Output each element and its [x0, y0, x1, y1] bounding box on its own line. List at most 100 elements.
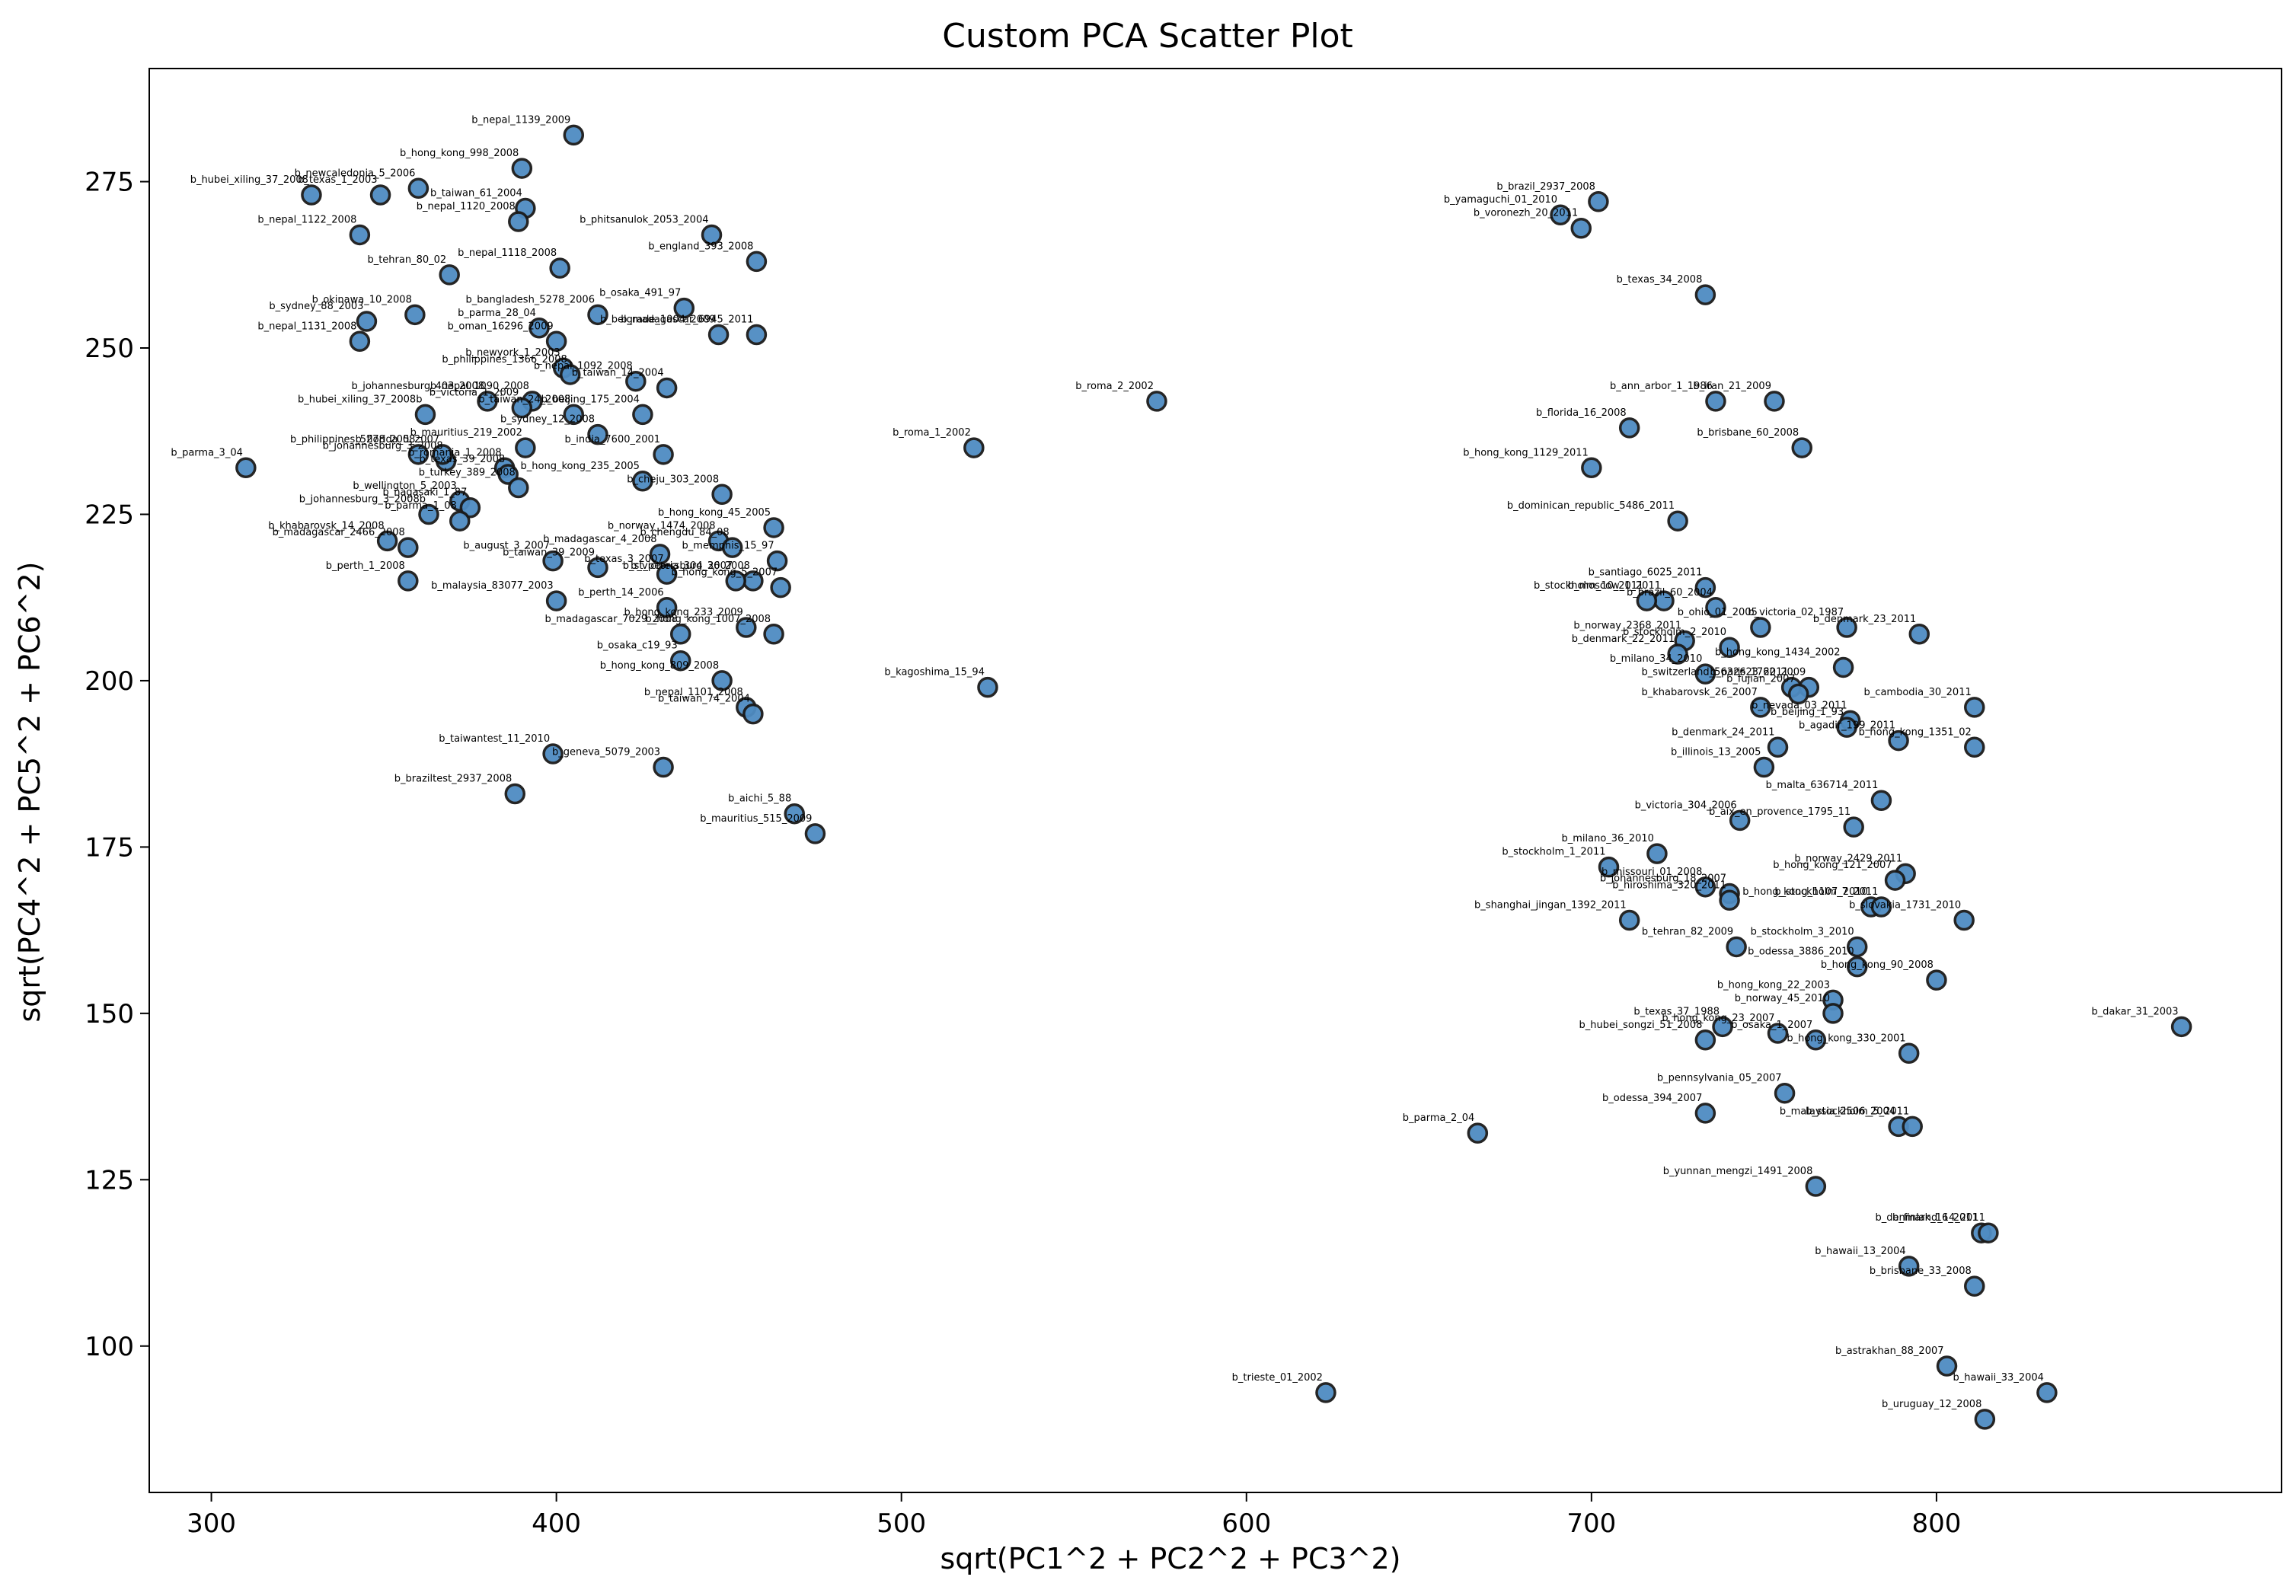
scatter-point: [1719, 889, 1740, 911]
point-label: b_denmark_22_2011: [1572, 634, 1675, 645]
scatter-point: [1750, 697, 1771, 718]
point-label: b_turkey_389_2008: [419, 468, 516, 479]
point-label: b_ann_arbor_1_1986: [1610, 381, 1713, 392]
scatter-point: [1767, 736, 1789, 758]
point-label: b_tehran_82_2009: [1642, 926, 1733, 937]
scatter-point: [563, 404, 585, 426]
scatter-point: [1618, 909, 1640, 931]
scatter-point: [1570, 217, 1592, 239]
point-label: b_taiwan_61_2004: [430, 188, 522, 200]
scatter-point: [508, 477, 529, 499]
point-label: b_perth_1_2008: [326, 560, 405, 572]
scatter-point: [1898, 1042, 1920, 1065]
scatter-point: [1974, 1409, 1996, 1430]
point-label: b_taiwantest_11_2010: [439, 733, 550, 745]
scatter-point: [1953, 909, 1975, 931]
scatter-point: [1902, 1116, 1923, 1138]
point-label: b_aichi_5_88: [728, 793, 791, 805]
scatter-point: [1315, 1382, 1336, 1403]
scatter-point: [656, 377, 678, 399]
point-label: b_nepal_1101_2008: [644, 687, 743, 698]
point-label: b_roma_1_2002: [893, 427, 971, 439]
scatter-point: [511, 158, 533, 179]
scatter-point: [439, 264, 460, 286]
point-label: b_hiroshima_320_2011: [1612, 879, 1726, 891]
scatter-point: [511, 397, 533, 419]
point-label: b_voronezh_20_2011: [1474, 208, 1578, 219]
scatter-point: [746, 251, 768, 273]
point-label: b_nagasaki_1_87: [382, 487, 467, 499]
point-label: b_brazil_2937_2008: [1496, 181, 1595, 193]
point-label: b_england_393_2008: [648, 241, 753, 252]
scatter-point: [542, 550, 564, 572]
point-label: b_hong_kong_1129_2011: [1463, 447, 1589, 458]
point-label: b_st_petersburg_36_2008: [623, 560, 750, 572]
y-tick-label: 175: [85, 832, 134, 863]
point-label: b_trieste_01_2002: [1232, 1372, 1323, 1384]
point-label: b_roma_2_2002: [1075, 381, 1154, 392]
point-label: b_beijing_175_2004: [541, 394, 640, 405]
scatter-point: [1936, 1355, 1958, 1377]
point-label: b_norway_2429_2011: [1794, 853, 1902, 864]
scatter-point: [545, 330, 567, 353]
scatter-point: [356, 311, 378, 332]
point-label: b_switzerland_5632623_2011: [1642, 667, 1789, 678]
scatter-point: [707, 324, 730, 346]
point-label: b_hong_kong_1434_2002: [1715, 646, 1841, 658]
point-label: b_madagascar_4_2008: [543, 534, 656, 545]
point-label: b_khabarovsk_14_2008: [268, 520, 384, 531]
point-label: b_norway_1474_2008: [608, 520, 716, 531]
scatter-point: [725, 570, 746, 592]
point-label: b_johannesburg_3_2008: [323, 441, 443, 452]
point-label: b_madagascar_7029_2008: [545, 614, 678, 625]
point-label: b_chengdu_84_08: [640, 527, 729, 538]
scatter-point: [1694, 1103, 1716, 1124]
point-label: b_kagoshima_15_94: [884, 667, 985, 678]
scatter-point: [549, 257, 570, 279]
scatter-point: [587, 423, 608, 445]
scatter-point: [1667, 643, 1688, 665]
scatter-point: [742, 703, 764, 725]
scatter-point: [545, 590, 567, 611]
scatter-point: [632, 471, 653, 492]
scatter-point: [711, 670, 733, 691]
point-label: b_memphis_15_97: [682, 541, 774, 552]
point-label: b_sydney_12_2008: [500, 414, 595, 426]
point-label: b_illinois_13_2005: [1671, 747, 1761, 758]
point-label: b_stockholm_3_2010: [1751, 926, 1854, 937]
scatter-point: [653, 756, 674, 778]
scatter-point: [1705, 391, 1726, 412]
point-label: b_okinawa_10_2008: [312, 294, 412, 305]
scatter-point: [1805, 1029, 1827, 1051]
point-label: b_texas_34_2008: [1617, 274, 1703, 286]
point-label: b_hubei_songzi_51_2008: [1579, 1020, 1702, 1031]
point-label: b_hong_kong_22_2003: [1717, 979, 1830, 991]
point-label: b_braziltest_2937_2008: [394, 773, 513, 784]
point-label: b_cambodia_30_2011: [1864, 687, 1972, 698]
point-label: b_denmark_23_2011: [1813, 614, 1916, 625]
point-label: b_cheju_303_2008: [627, 474, 719, 485]
point-label: b_osaka_c19_93: [597, 640, 678, 652]
point-label: b_brazil_60_2004: [1627, 587, 1713, 598]
point-label: b_malta_636714_2011: [1766, 780, 1879, 791]
scatter-point: [560, 364, 581, 385]
scatter-point: [1467, 1122, 1489, 1144]
scatter-point: [414, 404, 436, 426]
point-label: b_taiwan_74_2004: [658, 694, 750, 705]
scatter-point: [1846, 936, 1868, 958]
scatter-points: [235, 124, 2192, 1430]
point-label: b_hong_kong_23_2007: [1662, 1013, 1774, 1024]
point-label: b_pennsylvania_05_2007: [1657, 1073, 1782, 1084]
point-label: b_agadir_199_2011: [1799, 720, 1895, 732]
scatter-point: [407, 444, 430, 465]
point-label: b_nepal_1131_2008: [257, 321, 356, 332]
scatter-point: [1712, 1016, 1733, 1038]
x-tick-label: 400: [532, 1508, 581, 1539]
point-label: b_astrakhan_88_2007: [1835, 1345, 1944, 1357]
point-label: b_texas_37_1988: [1633, 1006, 1720, 1017]
scatter-point: [701, 224, 723, 246]
scatter-point: [1836, 617, 1857, 638]
point-label: b_hong_kong_233_2009: [624, 607, 742, 618]
point-label: b_denmark_16_2011: [1875, 1212, 1978, 1224]
scatter-point: [376, 530, 398, 552]
